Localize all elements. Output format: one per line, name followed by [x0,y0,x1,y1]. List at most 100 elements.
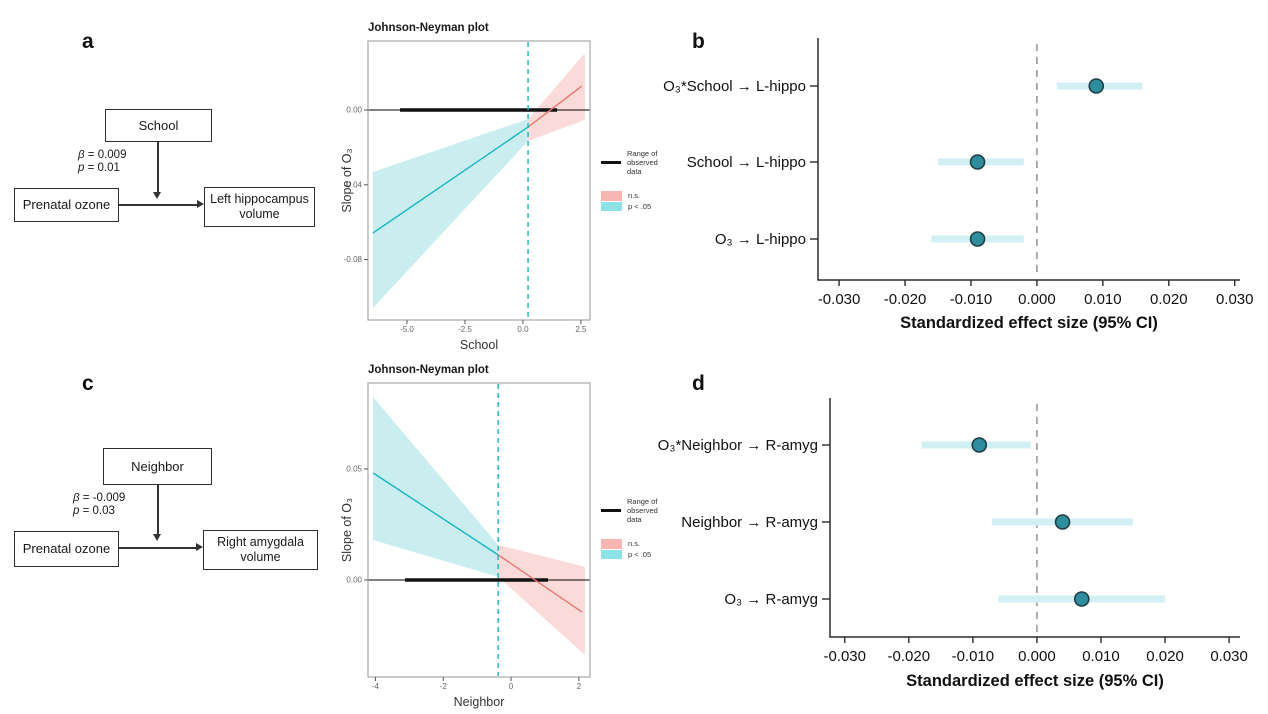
forest_d-x-tick-label-2: -0.010 [952,648,995,665]
jn_c-x-axis-label: Neighbor [454,695,505,709]
jn_a-ns-slope-line [527,85,583,128]
ns-label-c: n.s. [628,539,641,549]
forest_b-x-tick-label-3: 0.000 [1018,291,1056,308]
path-stats-a: β = 0.009 p = 0.01 [78,149,126,175]
beta-value-a: = 0.009 [87,149,127,161]
jn_c-ns-slope-line [497,554,583,613]
forest_d-x-tick-label-6: 0.030 [1210,648,1248,665]
p-symbol-a: p [78,162,85,174]
forest_b-x-tick-label-0: -0.030 [818,291,861,308]
forest_b-x-tick-label-2: -0.010 [950,291,993,308]
jn_c-y-tick-label-0: 0.05 [346,464,362,473]
jn_c-x-tick-label-3: 2 [577,682,582,691]
jn-a-legend: Range of observed data n.s. p < .05 [601,149,691,211]
forest_d-x-axis-title: Standardized effect size (95% CI) [906,672,1164,690]
jn-c-legend: Range of observed data n.s. p < .05 [601,497,691,559]
moderation-arrow-line-a [157,142,159,192]
ns-swatch-a [601,191,622,201]
effect-arrowhead-a [197,200,204,208]
jn_c-x-tick-label-0: -4 [372,682,380,691]
jn_a-sig-ribbon [372,118,529,309]
jn_a-x-tick-label-2: 0.0 [517,325,529,334]
beta-symbol-c: β [73,492,80,504]
jn_a-y-tick-label-0: 0.00 [346,106,362,115]
jn_c-plot-title: Johnson-Neyman plot [368,364,489,376]
jn_a-x-tick-label-1: -2.5 [458,325,472,334]
sig-swatch-a [601,201,622,211]
effect-arrow-line-a [119,204,197,206]
p-value-c: = 0.03 [82,505,115,517]
moderation-arrowhead-a [153,192,161,199]
effect-arrowhead-c [196,543,203,551]
beta-symbol-a: β [78,149,85,161]
forest_b-estimate-point-2 [969,231,986,247]
jn_a-sig-slope-line [372,126,529,234]
forest_d-x-tick-label-3: 0.000 [1018,648,1056,665]
jn_a-x-axis-label: School [460,338,498,352]
forest_b-axes [817,38,1240,281]
jn_a-x-tick-label-0: -5.0 [400,325,414,334]
forest_b-row-label-1: School → L-hippo [687,154,806,171]
panel-label-c: c [82,372,94,395]
jn_a-plot-border [367,40,591,321]
jn_c-ns-ribbon [498,544,585,656]
effect-arrow-line-c [119,547,196,549]
ns-swatch-c [601,539,622,549]
forest_b-x-tick-label-5: 0.020 [1150,291,1188,308]
forest_b-estimate-point-0 [1088,78,1105,94]
p-symbol-c: p [73,505,80,517]
forest_d-estimate-point-1 [1054,514,1071,530]
sig-label-c: p < .05 [628,549,652,559]
forest_d-x-tick-label-0: -0.030 [823,648,866,665]
range-label-a: Range of observed data [627,149,658,176]
forest_b-x-tick-label-4: 0.010 [1084,291,1122,308]
panel-label-d: d [692,372,705,395]
moderator-box-school: School [105,109,212,142]
jn_c-x-tick-label-1: -2 [440,682,448,691]
predictor-box-a: Prenatal ozone [14,188,119,222]
path-stats-c: β = -0.009 p = 0.03 [73,492,125,518]
forest_d-row-label-2: O₃ → R-amyg [724,591,818,608]
sig-swatch-c [601,549,622,559]
outcome-box-c: Right amygdala volume [203,530,318,570]
jn_a-x-tick-label-3: 2.5 [575,325,587,334]
outcome-box-a: Left hippocampus volume [204,187,315,227]
jn_c-y-tick-label-1: 0.00 [346,575,362,584]
forest_d-x-tick-label-1: -0.020 [888,648,931,665]
jn_a-plot-title: Johnson-Neyman plot [368,22,489,34]
forest_d-row-label-1: Neighbor → R-amyg [681,514,818,531]
ns-label-a: n.s. [628,191,641,201]
jn_c-plot-border [367,382,591,678]
forest_d-estimate-point-0 [971,437,988,453]
forest_b-x-axis-title: Standardized effect size (95% CI) [900,314,1158,332]
jn_c-y-axis-label: Slope of O₃ [340,498,354,562]
moderator-box-neighbor: Neighbor [103,448,212,485]
forest_d-axes [829,398,1240,638]
forest_d-row-label-0: O₃*Neighbor → R-amyg [658,437,818,454]
jn_c-sig-ribbon [373,396,499,577]
forest_d-x-tick-label-5: 0.020 [1146,648,1184,665]
beta-value-c: = -0.009 [82,492,126,504]
forest_d-estimate-point-2 [1073,591,1090,607]
jn_a-ns-ribbon [528,52,585,142]
jn_a-y-tick-label-2: -0.08 [344,255,363,264]
forest_d-x-tick-label-4: 0.010 [1082,648,1120,665]
forest_b-row-label-2: O₃ → L-hippo [715,231,806,248]
jn_a-y-axis-label: Slope of O₃ [340,148,354,212]
jn_c-sig-slope-line [372,472,499,556]
jn_c-x-tick-label-2: 0 [509,682,514,691]
range-line-swatch-a [601,161,621,164]
panel-label-a: a [82,30,94,53]
predictor-box-c: Prenatal ozone [14,531,119,567]
forest_b-row-label-0: O₃*School → L-hippo [663,78,806,95]
p-value-a: = 0.01 [87,162,120,174]
forest_b-estimate-point-1 [969,154,986,170]
moderation-arrowhead-c [153,534,161,541]
range-line-swatch-c [601,509,621,512]
sig-label-a: p < .05 [628,201,652,211]
jn_a-y-tick-label-1: -0.04 [344,180,363,189]
forest_b-x-tick-label-6: 0.030 [1216,291,1254,308]
range-label-c: Range of observed data [627,497,658,524]
